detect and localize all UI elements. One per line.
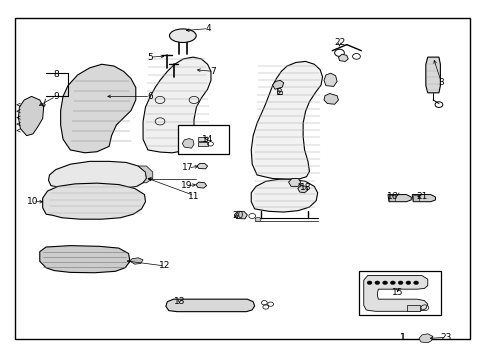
- Polygon shape: [387, 195, 410, 202]
- Ellipse shape: [169, 29, 196, 42]
- Polygon shape: [18, 96, 44, 136]
- Polygon shape: [297, 186, 307, 193]
- Polygon shape: [363, 276, 427, 311]
- Text: 21: 21: [415, 192, 427, 201]
- Polygon shape: [425, 57, 439, 93]
- Polygon shape: [43, 183, 145, 219]
- Text: 10: 10: [27, 197, 39, 206]
- Polygon shape: [338, 54, 348, 61]
- Polygon shape: [272, 80, 283, 89]
- Text: 1: 1: [399, 333, 405, 342]
- FancyBboxPatch shape: [358, 271, 440, 315]
- Text: 3: 3: [438, 77, 443, 87]
- Text: 5: 5: [147, 52, 153, 62]
- Polygon shape: [323, 94, 338, 104]
- Circle shape: [255, 217, 260, 222]
- Polygon shape: [182, 139, 194, 148]
- Polygon shape: [40, 246, 130, 273]
- Circle shape: [397, 281, 402, 285]
- Polygon shape: [411, 195, 435, 202]
- Text: 16: 16: [386, 192, 398, 201]
- Text: 15: 15: [391, 288, 403, 297]
- Bar: [15, 18, 469, 339]
- Polygon shape: [166, 299, 254, 312]
- Polygon shape: [196, 182, 206, 188]
- Text: 9: 9: [53, 92, 59, 101]
- Text: 20: 20: [231, 211, 243, 221]
- Text: 13: 13: [173, 297, 185, 306]
- Polygon shape: [130, 258, 143, 264]
- Text: 11: 11: [188, 192, 199, 201]
- Circle shape: [366, 281, 371, 285]
- Text: 12: 12: [159, 261, 170, 271]
- Bar: [407, 305, 419, 311]
- Polygon shape: [234, 211, 247, 219]
- Circle shape: [382, 281, 387, 285]
- Circle shape: [390, 281, 394, 285]
- Text: 18: 18: [299, 183, 311, 192]
- Polygon shape: [143, 57, 211, 153]
- Text: 17: 17: [182, 163, 194, 172]
- Polygon shape: [323, 73, 336, 86]
- Polygon shape: [48, 161, 146, 189]
- Text: 8: 8: [53, 70, 59, 80]
- Text: 22: 22: [333, 38, 345, 47]
- Text: 6: 6: [147, 92, 153, 101]
- Circle shape: [374, 281, 379, 285]
- Polygon shape: [60, 64, 136, 153]
- FancyBboxPatch shape: [178, 125, 228, 154]
- Polygon shape: [138, 166, 152, 183]
- Text: 14: 14: [201, 135, 213, 144]
- Text: 4: 4: [205, 24, 211, 33]
- Bar: [197, 137, 206, 141]
- Text: 2: 2: [275, 88, 281, 97]
- Bar: [277, 91, 282, 94]
- Circle shape: [413, 281, 418, 285]
- Bar: [388, 195, 394, 201]
- Polygon shape: [197, 164, 207, 169]
- Bar: [412, 195, 418, 201]
- Polygon shape: [251, 179, 317, 212]
- Bar: [197, 142, 207, 146]
- Text: 1: 1: [399, 333, 405, 342]
- Polygon shape: [418, 334, 432, 343]
- Text: 23: 23: [439, 333, 451, 342]
- Polygon shape: [288, 178, 300, 186]
- Text: 19: 19: [181, 181, 192, 190]
- Text: 7: 7: [210, 67, 216, 76]
- Polygon shape: [251, 61, 322, 179]
- Circle shape: [405, 281, 410, 285]
